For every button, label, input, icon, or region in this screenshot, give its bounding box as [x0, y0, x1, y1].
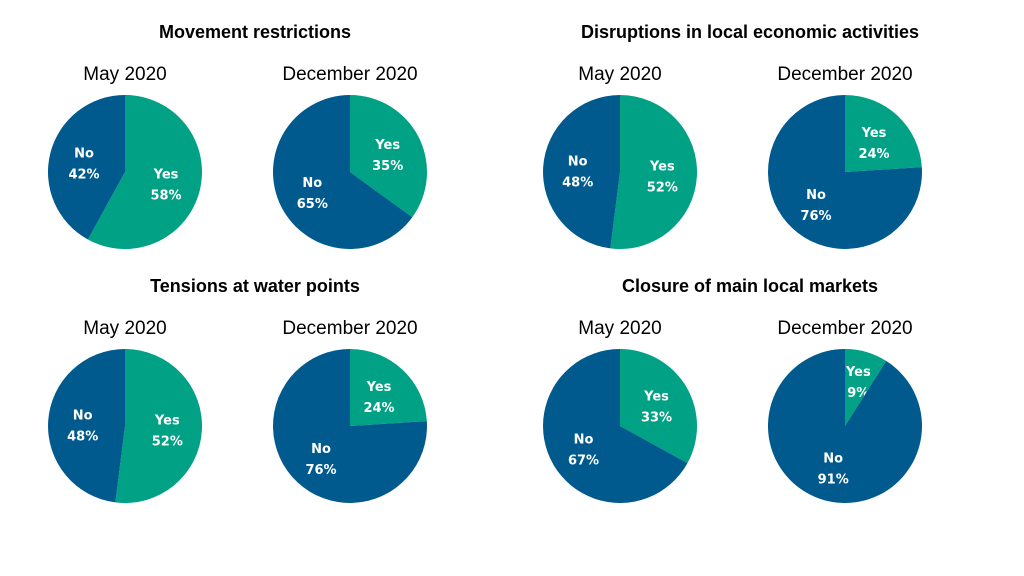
slice-value-label: 76%	[800, 209, 831, 224]
chart-title: Movement restrictions	[158, 22, 352, 42]
slice-category-label: Yes	[649, 160, 675, 175]
pie-may-2020: May 2020 Yes 58% No 42%	[25, 64, 225, 254]
slice-value-label: 65%	[297, 197, 328, 212]
pie-may-2020: May 2020 Yes 52% No 48%	[25, 318, 225, 508]
pie-title: May 2020	[578, 64, 662, 85]
pie-chart: Yes 24% No 76%	[768, 95, 923, 250]
chart-title: Tensions at water points	[150, 276, 360, 296]
pie-title: May 2020	[83, 64, 167, 85]
pie-slice-no	[47, 95, 125, 240]
pie-slice-yes	[610, 95, 698, 249]
slice-value-label: 58%	[150, 189, 181, 204]
slice-category-label: Yes	[845, 365, 871, 380]
data-label-no: No 65%	[297, 176, 328, 212]
slice-category-label: Yes	[153, 168, 179, 183]
data-label-no: No 76%	[305, 442, 336, 478]
pie-chart: Yes 35% No 65%	[272, 94, 427, 249]
slice-value-label: 24%	[858, 147, 889, 162]
slice-value-label: 67%	[568, 454, 599, 469]
slice-value-label: 33%	[641, 410, 672, 425]
pie-december-2020: December 2020 Yes 24% No 76%	[745, 64, 945, 254]
data-label-yes: Yes 35%	[372, 138, 403, 174]
pie-chart: Yes 58% No 42%	[47, 95, 202, 250]
data-label-no: No 67%	[568, 433, 599, 469]
slice-value-label: 76%	[305, 463, 336, 478]
data-label-no: No 76%	[800, 188, 831, 224]
pie-title: December 2020	[777, 64, 913, 85]
data-label-yes: Yes 33%	[641, 389, 672, 425]
slice-value-label: 52%	[152, 435, 183, 450]
pie-title: December 2020	[282, 318, 418, 339]
slice-value-label: 24%	[363, 401, 394, 416]
pie-title: May 2020	[578, 318, 662, 339]
slice-category-label: Yes	[643, 389, 669, 404]
pie-chart: Yes 52% No 48%	[48, 349, 203, 503]
data-label-yes: Yes 24%	[858, 126, 889, 162]
pie-chart: Yes 33% No 67%	[543, 349, 698, 503]
pie-slice-yes	[87, 95, 202, 250]
pie-slice-no	[543, 95, 620, 249]
slice-category-label: Yes	[366, 380, 392, 395]
chart-tensions-water-points: Tensions at water points May 2020 Yes 52%…	[5, 254, 505, 504]
slice-category-label: No	[302, 176, 322, 191]
data-label-yes: Yes 24%	[363, 380, 394, 416]
slice-category-label: Yes	[154, 414, 180, 429]
data-label-yes: Yes 52%	[647, 160, 678, 196]
pie-chart: Yes 52% No 48%	[543, 95, 698, 249]
data-label-no: No 42%	[68, 147, 99, 183]
data-label-yes: Yes 52%	[152, 414, 183, 450]
pie-may-2020: May 2020 Yes 52% No 48%	[520, 64, 720, 254]
pie-slice-yes	[845, 95, 922, 172]
pie-slice-no	[767, 349, 922, 503]
pie-slice-no	[543, 349, 688, 503]
chart-title: Closure of main local markets	[621, 276, 879, 296]
chart-closure-local-markets: Closure of main local markets May 2020 Y…	[500, 254, 1000, 504]
slice-category-label: Yes	[374, 138, 400, 153]
pie-slice-no	[272, 94, 413, 249]
slice-category-label: No	[74, 147, 94, 162]
pie-slice-yes	[845, 349, 887, 426]
slice-category-label: Yes	[861, 126, 887, 141]
slice-category-label: No	[823, 452, 843, 467]
pie-slice-yes	[620, 349, 698, 464]
chart-title: Disruptions in local economic activities	[580, 22, 920, 42]
chart-disruptions-economic-activities: Disruptions in local economic activities…	[500, 0, 1000, 250]
slice-category-label: No	[574, 433, 594, 448]
slice-category-label: No	[806, 188, 826, 203]
pie-december-2020: December 2020 Yes 24% No 76%	[250, 318, 450, 508]
data-label-no: No 91%	[818, 452, 849, 488]
pie-may-2020: May 2020 Yes 33% No 67%	[520, 318, 720, 508]
data-label-yes: Yes 58%	[150, 168, 181, 204]
pie-title: May 2020	[83, 318, 167, 339]
pie-slice-no	[273, 349, 428, 503]
data-label-no: No 48%	[67, 408, 98, 444]
pie-title: December 2020	[777, 318, 913, 339]
pie-slice-yes	[115, 349, 203, 503]
chart-movement-restrictions: Movement restrictions May 2020 Yes 58% No 4…	[5, 0, 505, 250]
slice-category-label: No	[311, 442, 331, 457]
slice-value-label: 48%	[562, 175, 593, 190]
slice-value-label: 52%	[647, 181, 678, 196]
pie-chart: Yes 24% No 76%	[273, 349, 428, 503]
slice-value-label: 91%	[818, 473, 849, 488]
pie-title: December 2020	[282, 64, 418, 85]
slice-category-label: No	[73, 408, 93, 423]
slice-value-label: 35%	[372, 159, 403, 174]
slice-category-label: No	[568, 154, 588, 169]
pie-slice-yes	[350, 349, 427, 426]
pie-december-2020: December 2020 Yes 35% No 65%	[250, 64, 450, 254]
slice-value-label: 42%	[68, 168, 99, 183]
pie-slice-no	[48, 349, 125, 503]
pie-slice-no	[768, 95, 923, 250]
data-label-no: No 48%	[562, 154, 593, 190]
slice-value-label: 48%	[67, 429, 98, 444]
pie-slice-yes	[350, 95, 427, 218]
pie-december-2020: December 2020 Yes 9% No 91%	[745, 318, 945, 508]
